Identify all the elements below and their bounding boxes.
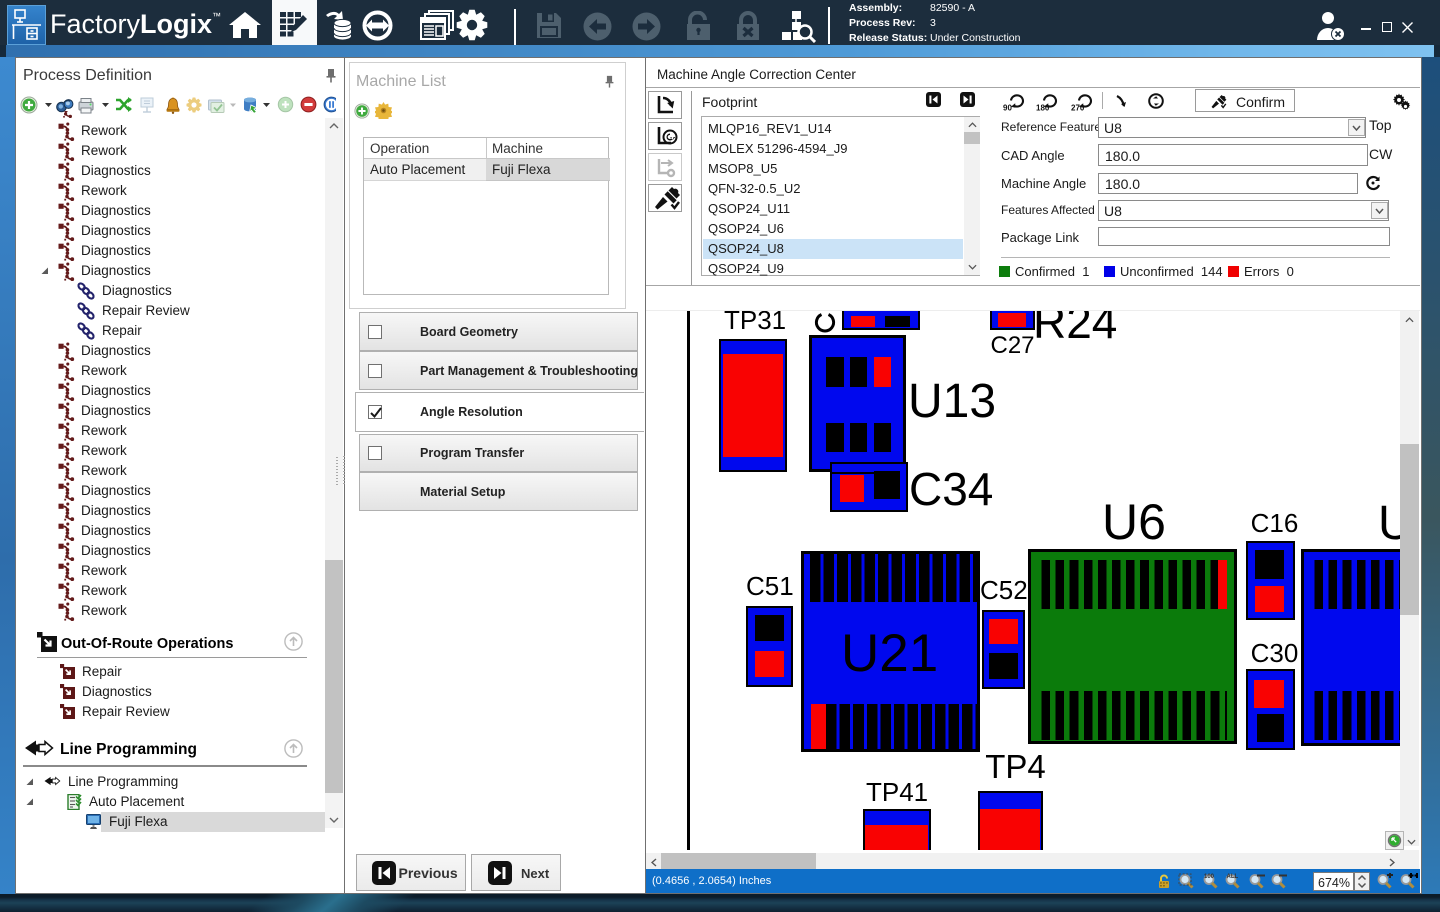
svg-text:90: 90 (1003, 104, 1012, 112)
svg-text:100: 100 (1204, 874, 1215, 880)
svg-text:180: 180 (1036, 104, 1050, 112)
svg-text:ALL: ALL (1227, 874, 1239, 880)
svg-text:270: 270 (1071, 104, 1085, 112)
